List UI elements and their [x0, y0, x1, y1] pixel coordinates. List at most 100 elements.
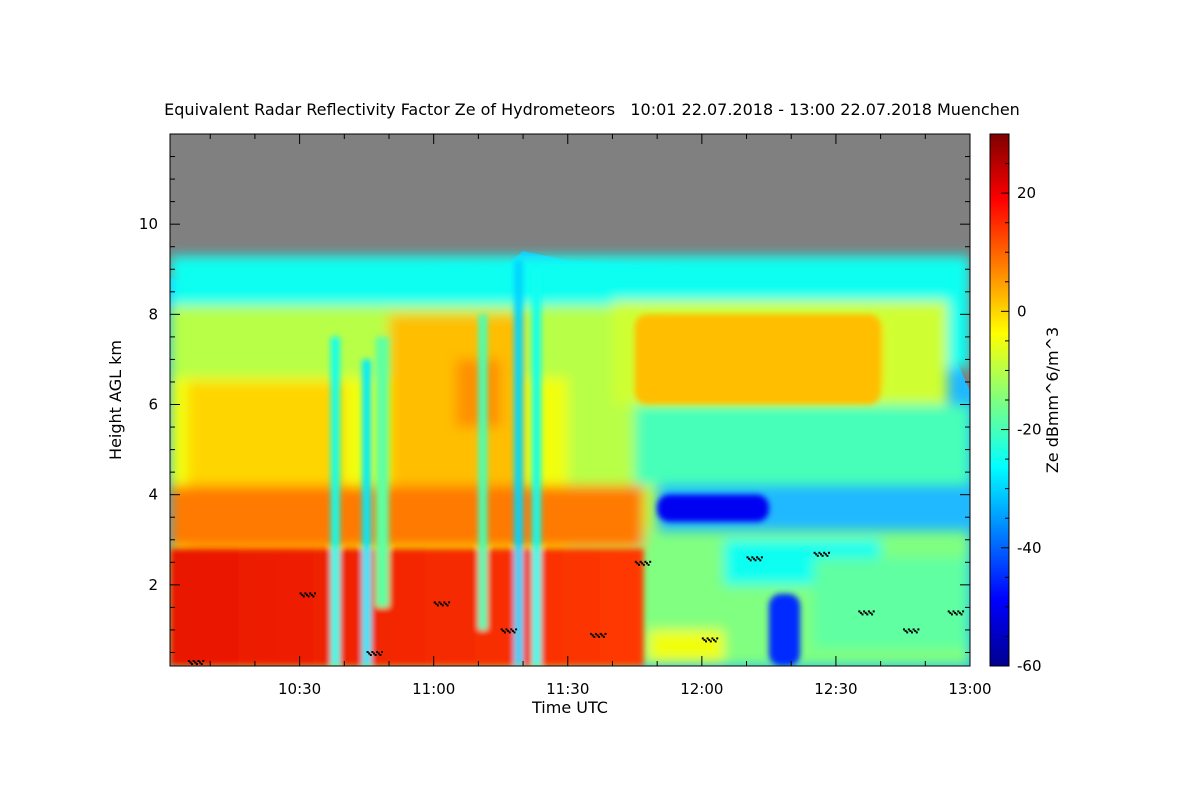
cloud-base-point: [369, 654, 372, 656]
y-tick-label: 8: [148, 305, 158, 323]
cloud-base-point: [866, 613, 869, 616]
cloud-base-point: [754, 559, 757, 562]
cloud-base-point: [647, 563, 650, 566]
cloud-base-point: [200, 663, 203, 665]
weak-echo-pocket: [657, 494, 769, 522]
cloud-base-point: [441, 604, 444, 607]
cloud-base-point: [187, 660, 190, 662]
cloud-base-point: [440, 602, 443, 605]
field-streak: [375, 336, 389, 608]
cloud-base-point: [379, 654, 382, 656]
cloud-base-point: [500, 628, 503, 631]
cloud-base-point: [823, 551, 826, 554]
cloud-base-point: [751, 556, 754, 559]
cloud-base-point: [199, 661, 202, 664]
cloud-base-point: [947, 610, 950, 613]
cloud-base-point: [634, 560, 637, 563]
y-tick-label: 10: [139, 215, 158, 233]
cloud-base-point: [435, 602, 438, 605]
cloud-base-point: [859, 611, 862, 614]
cloud-base-point: [713, 638, 715, 641]
field-patch: [634, 404, 970, 486]
cloud-base-point: [192, 660, 195, 662]
cloud-base-point: [438, 601, 441, 604]
cloud-base-point: [596, 634, 599, 637]
x-tick-label: 13:00: [948, 680, 991, 698]
field-patch: [813, 557, 970, 648]
cloud-base-point: [302, 595, 305, 598]
cloud-base-point: [604, 632, 607, 635]
cloud-base-point: [197, 660, 200, 662]
cloud-base-point: [760, 556, 763, 559]
cloud-base-point: [307, 595, 310, 598]
cloud-base-point: [191, 663, 194, 665]
cloud-base-point: [714, 640, 717, 643]
x-tick-label: 11:00: [412, 680, 455, 698]
cloud-base-point: [949, 611, 952, 614]
y-tick-label: 6: [148, 396, 158, 414]
cloud-base-point: [706, 637, 709, 640]
cloud-base-point: [815, 553, 818, 556]
cloud-base-point: [746, 556, 749, 559]
cloud-base-point: [301, 593, 304, 596]
cloud-base-point: [433, 601, 436, 604]
cloud-base-point: [703, 638, 706, 641]
field-streak: [362, 359, 372, 666]
cloud-base-point: [368, 652, 371, 655]
cloud-base-point: [601, 634, 604, 637]
cloud-base-point: [639, 560, 642, 563]
cloud-base-point: [646, 562, 648, 565]
cloud-base-point: [907, 628, 910, 631]
chart-title: Equivalent Radar Reflectivity Factor Ze …: [164, 100, 1020, 119]
cloud-base-point: [952, 610, 955, 613]
cloud-base-point: [515, 628, 518, 631]
cloud-base-point: [911, 631, 913, 634]
cloud-base-point: [314, 592, 316, 595]
colorbar-tick-label: 20: [1017, 184, 1036, 202]
cloud-base-point: [366, 651, 369, 653]
cloud-base-point: [904, 629, 907, 632]
cloud-base-point: [299, 592, 302, 595]
field-streak: [532, 269, 541, 666]
cloud-base-point: [813, 551, 816, 554]
cloud-base-point: [511, 629, 514, 632]
cloud-base-point: [377, 652, 380, 655]
cloud-base-point: [599, 632, 602, 635]
cloud-base-point: [202, 660, 205, 662]
cloud-base-point: [912, 628, 915, 631]
cloud-base-point: [903, 628, 905, 631]
cloud-base-points: [187, 551, 965, 665]
cloud-base-point: [310, 593, 313, 596]
cloud-base-point: [757, 557, 760, 560]
cloud-base-point: [709, 640, 712, 643]
cloud-base-point: [371, 651, 374, 653]
plot-frame: [169, 133, 971, 667]
cloud-base-point: [858, 610, 861, 613]
cloud-base-point: [644, 560, 647, 563]
cloud-base-point: [507, 629, 510, 632]
weak-echo-column: [768, 593, 801, 666]
cloud-base-point: [590, 632, 593, 635]
cloud-base-point: [373, 652, 375, 655]
x-tick-label: 12:30: [814, 680, 857, 698]
cloud-base-point: [376, 651, 379, 653]
x-axis-label: Time UTC: [531, 698, 608, 717]
cloud-base-point: [309, 592, 312, 595]
cloud-base-point: [304, 592, 307, 595]
cloud-base-point: [602, 635, 605, 638]
cloud-base-point: [636, 562, 639, 565]
cloud-base-point: [510, 628, 513, 631]
cloud-base-point: [505, 628, 508, 631]
cloud-base-point: [914, 629, 917, 632]
cloud-base-point: [821, 554, 824, 557]
cloud-base-point: [591, 634, 594, 637]
cloud-base-point: [593, 635, 596, 638]
cloud-base-point: [869, 611, 872, 614]
plot-area: [170, 134, 970, 666]
cloud-base-point: [826, 554, 829, 557]
cloud-base-point: [960, 613, 963, 616]
cloud-base-point: [513, 631, 516, 634]
cloud-base-point: [957, 610, 960, 613]
cloud-base-point: [749, 559, 752, 562]
